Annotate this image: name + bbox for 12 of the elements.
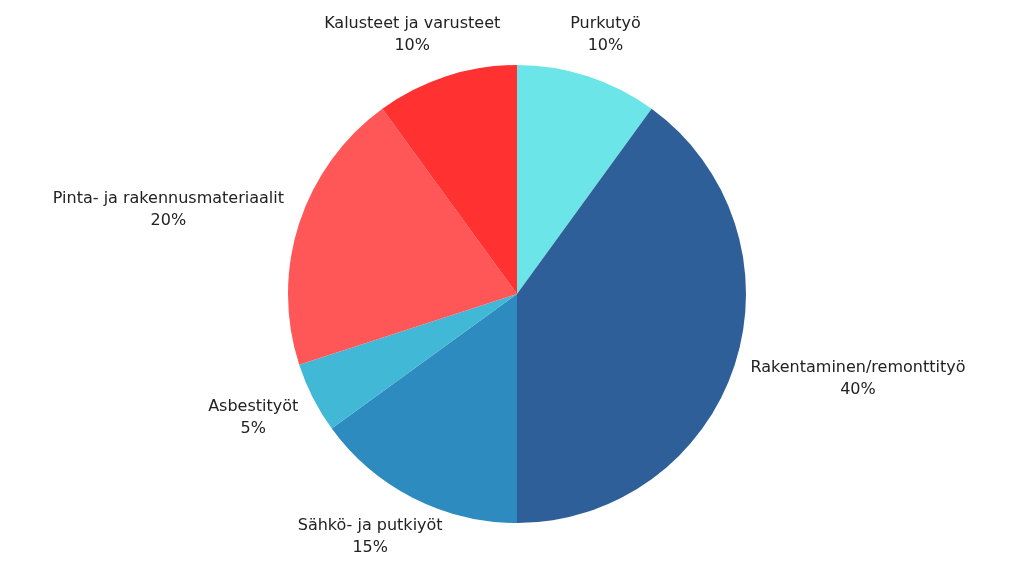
- data-label: 10%: [587, 34, 624, 54]
- data-label: 10%: [394, 34, 430, 54]
- slice-label: Purkutyö: [570, 12, 641, 32]
- data-label: 15%: [352, 537, 388, 557]
- slice-label: Asbestityöt: [208, 396, 299, 416]
- data-label: 40%: [840, 378, 876, 398]
- slice-label: Rakentaminen/remonttityö: [750, 356, 966, 376]
- data-label: 20%: [150, 209, 187, 229]
- slice-label: Pinta- ja rakennusmateriaalit: [52, 187, 284, 207]
- slice-label: Kalusteet ja varusteet: [324, 12, 501, 32]
- data-label: 5%: [240, 418, 266, 438]
- slice-label: Sähkö- ja putkiyöt: [297, 515, 443, 535]
